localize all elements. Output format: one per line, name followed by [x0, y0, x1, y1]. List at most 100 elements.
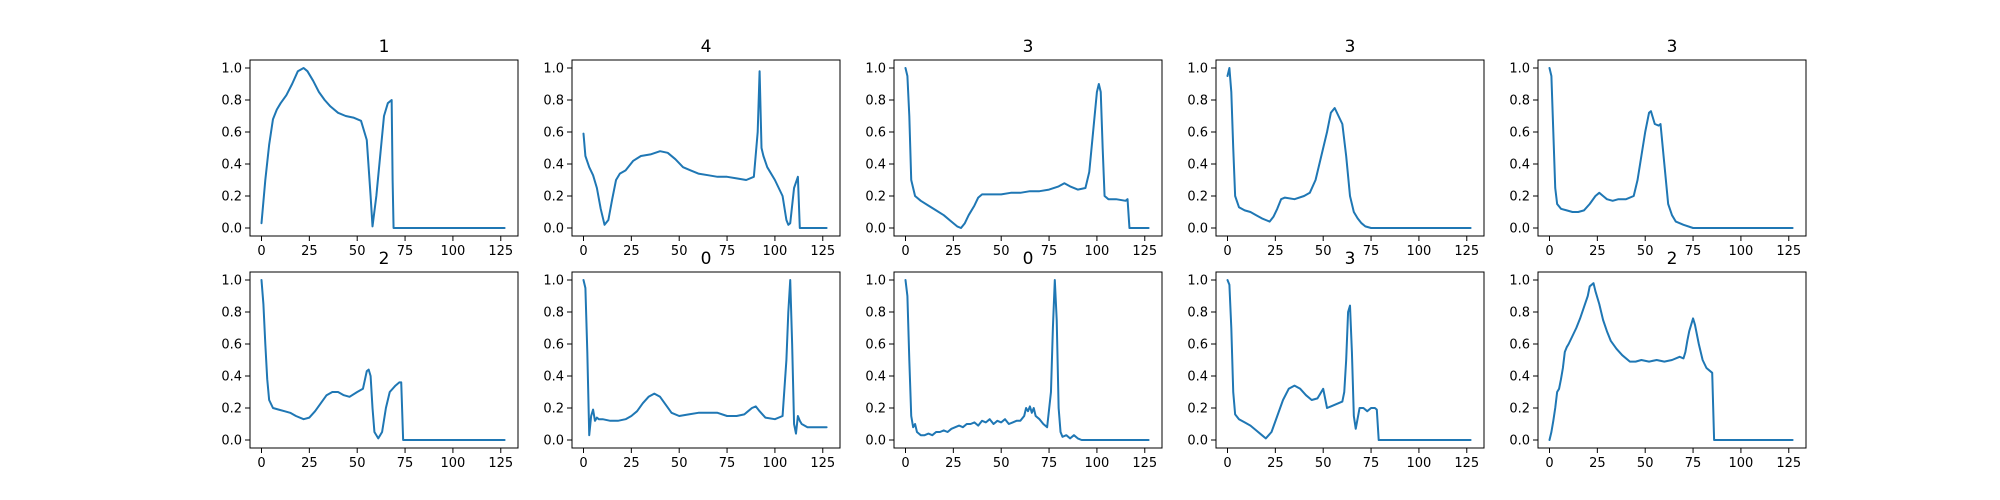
y-tick-label: 0.0 — [221, 434, 242, 449]
x-tick-label: 100 — [1085, 456, 1110, 471]
y-tick-label: 0.2 — [865, 402, 886, 417]
x-tick-label: 100 — [1085, 244, 1110, 259]
y-tick-label: 0.8 — [1187, 94, 1208, 109]
x-tick-label: 100 — [441, 456, 466, 471]
y-tick-label: 1.0 — [1187, 274, 1208, 289]
y-tick-label: 0.6 — [221, 126, 242, 141]
x-tick-label: 75 — [719, 456, 736, 471]
y-tick-label: 0.6 — [1509, 126, 1530, 141]
y-tick-label: 0.4 — [1509, 158, 1530, 173]
x-tick-label: 75 — [1363, 244, 1380, 259]
subplot-6: 2 0 25 50 75 100 125 0.0 0.2 0.4 0.6 0.8 1.0 — [221, 249, 518, 471]
subplot-title: 2 — [1667, 249, 1678, 269]
y-tick-label: 0.8 — [221, 94, 242, 109]
series-line — [905, 280, 1148, 440]
x-tick-label: 50 — [671, 456, 688, 471]
y-tick-label: 0.6 — [1509, 338, 1530, 353]
y-tick-label: 0.2 — [221, 190, 242, 205]
x-tick-label: 100 — [1407, 456, 1432, 471]
y-tick-label: 0.4 — [221, 158, 242, 173]
subplot-title: 2 — [379, 249, 390, 269]
y-tick-label: 0.4 — [543, 158, 564, 173]
x-tick-label: 125 — [810, 244, 835, 259]
y-tick-label: 0.4 — [543, 370, 564, 385]
x-tick-label: 100 — [763, 244, 788, 259]
y-tick-label: 0.0 — [1187, 434, 1208, 449]
x-tick-label: 0 — [257, 244, 265, 259]
x-tick-label: 125 — [1132, 244, 1157, 259]
y-tick-label: 0.4 — [1187, 158, 1208, 173]
subplot-2: 4 0 25 50 75 100 125 0.0 0.2 0.4 0.6 0.8 1.0 — [543, 37, 840, 259]
subplot-8: 0 0 25 50 75 100 125 0.0 0.2 0.4 0.6 0.8 1.0 — [865, 249, 1162, 471]
y-tick-label: 0.2 — [543, 190, 564, 205]
y-tick-label: 1.0 — [865, 62, 886, 77]
subplot-4: 30 25 50 75 100 1250.00.20.40.60.81.0 — [1187, 37, 1484, 259]
y-tick-label: 1.0 — [865, 274, 886, 289]
y-tick-label: 0.6 — [1187, 126, 1208, 141]
subplot-title: 3 — [1667, 37, 1678, 57]
y-tick-label: 0.8 — [543, 306, 564, 321]
y-tick-label: 0.8 — [865, 306, 886, 321]
x-tick-label: 75 — [397, 456, 414, 471]
y-tick-label: 1.0 — [1187, 62, 1208, 77]
series-line — [583, 71, 826, 228]
y-tick-label: 0.0 — [543, 434, 564, 449]
y-tick-label: 0.0 — [221, 222, 242, 237]
x-tick-label: 125 — [1454, 244, 1479, 259]
y-tick-label: 1.0 — [221, 274, 242, 289]
subplot-9: 3 0 25 50 75 100 125 0.0 0.2 0.4 0.6 0.8 1.0 — [1187, 249, 1484, 471]
x-tick-label: 50 — [1315, 244, 1332, 259]
y-tick-label: 0.0 — [1187, 222, 1208, 237]
x-tick-label: 100 — [1729, 456, 1754, 471]
subplot-title: 3 — [1345, 249, 1356, 269]
y-tick-label: 0.6 — [865, 126, 886, 141]
subplot-title: 0 — [1023, 249, 1034, 269]
x-tick-label: 50 — [1637, 456, 1654, 471]
x-tick-label: 50 — [349, 456, 366, 471]
y-tick-label: 0.6 — [865, 338, 886, 353]
y-tick-label: 0.2 — [543, 402, 564, 417]
x-tick-label: 0 — [257, 456, 265, 471]
plot-frame — [1216, 272, 1484, 448]
y-tick-label: 1.0 — [543, 62, 564, 77]
x-tick-label: 25 — [1267, 244, 1284, 259]
x-tick-label: 25 — [623, 456, 640, 471]
series-line — [1549, 68, 1792, 228]
x-tick-label: 125 — [1776, 456, 1801, 471]
y-tick-label: 0.8 — [1509, 94, 1530, 109]
y-tick-label: 1.0 — [1509, 62, 1530, 77]
y-tick-label: 0.8 — [865, 94, 886, 109]
y-tick-label: 0.0 — [865, 222, 886, 237]
y-tick-label: 0.6 — [543, 338, 564, 353]
y-tick-label: 0.6 — [1187, 338, 1208, 353]
x-tick-label: 50 — [349, 244, 366, 259]
x-tick-label: 125 — [810, 456, 835, 471]
plot-frame — [894, 272, 1162, 448]
x-tick-label: 75 — [1363, 456, 1380, 471]
x-tick-label: 125 — [488, 244, 513, 259]
y-tick-label: 0.4 — [221, 370, 242, 385]
y-tick-label: 0.4 — [865, 158, 886, 173]
x-tick-label: 0 — [579, 244, 587, 259]
x-tick-label: 25 — [623, 244, 640, 259]
subplot-10: 2 0 25 50 75 100 125 0.0 0.2 0.4 0.6 0.8 1.0 — [1509, 249, 1806, 471]
series-line — [1227, 68, 1470, 228]
subplot-title: 4 — [701, 37, 712, 57]
subplot-3: 3 0 25 50 75 100 125 0.0 0.2 0.4 0.6 0.8 1.0 — [865, 37, 1162, 259]
subplot-title: 0 — [701, 249, 712, 269]
x-tick-label: 75 — [1041, 244, 1058, 259]
series-line — [905, 68, 1148, 228]
y-tick-label: 1.0 — [543, 274, 564, 289]
y-tick-label: 0.0 — [1509, 434, 1530, 449]
x-tick-label: 0 — [1545, 244, 1553, 259]
x-tick-label: 75 — [719, 244, 736, 259]
x-tick-label: 125 — [1776, 244, 1801, 259]
x-tick-label: 100 — [441, 244, 466, 259]
subplot-title: 1 — [379, 37, 390, 57]
y-tick-label: 0.8 — [1187, 306, 1208, 321]
y-tick-label: 0.6 — [221, 338, 242, 353]
x-tick-label: 25 — [1589, 456, 1606, 471]
y-tick-label: 0.4 — [865, 370, 886, 385]
y-tick-label: 0.0 — [543, 222, 564, 237]
x-tick-label: 25 — [945, 456, 962, 471]
